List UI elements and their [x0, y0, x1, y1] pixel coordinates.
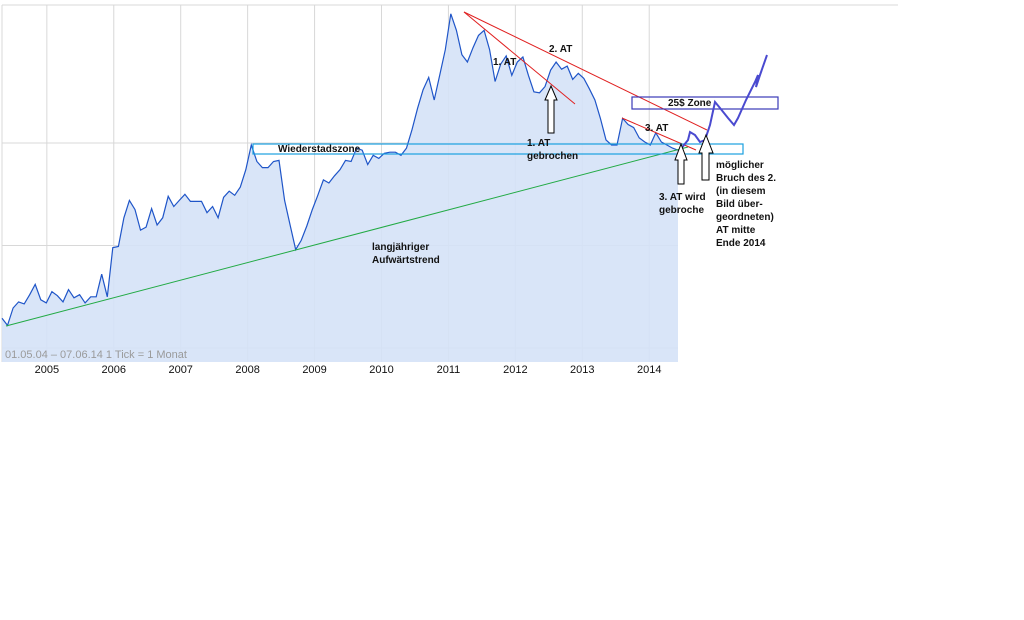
- x-tick-label: 2009: [302, 364, 326, 376]
- price-area: [2, 13, 678, 363]
- up-arrow-icon: [698, 133, 714, 181]
- label-at3: 3. AT: [645, 123, 668, 134]
- label-resistance-zone: Wiederstadszone: [278, 144, 361, 155]
- price-line: [1, 13, 679, 327]
- resistance-zone-box: [252, 143, 744, 155]
- possible-break-line: Bild über-: [716, 199, 763, 210]
- x-tick-label: 2013: [570, 364, 594, 376]
- label-at3-breaking-2: gebroche: [659, 205, 704, 216]
- label-at2: 2. AT: [549, 44, 572, 55]
- x-tick-label: 2014: [637, 364, 661, 376]
- downtrend-line-2: [463, 11, 708, 131]
- up-arrow-icon: [674, 142, 688, 185]
- label-at3-breaking-1: 3. AT wird: [659, 192, 706, 203]
- x-tick-label: 2011: [437, 364, 461, 376]
- x-tick-label: 2008: [235, 364, 259, 376]
- downtrend-line-1: [463, 11, 576, 105]
- zone-25-box: [631, 96, 779, 110]
- footer-range: 01.05.04 – 07.06.14 1 Tick = 1 Monat: [5, 349, 187, 361]
- possible-break-line: möglicher: [716, 160, 764, 171]
- arrows: [544, 84, 714, 185]
- projection-line: [679, 54, 768, 151]
- label-at1: 1. AT: [493, 57, 516, 68]
- possible-break-line: AT mitte: [716, 225, 756, 236]
- x-tick-label: 2006: [102, 364, 126, 376]
- possible-break-line: Bruch des 2.: [716, 173, 776, 184]
- x-tick-label: 2007: [168, 364, 192, 376]
- long-term-trendline: [5, 146, 689, 327]
- label-possible-break: möglicher Bruch des 2. (in diesem Bild ü…: [716, 160, 776, 249]
- label-zone-25: 25$ Zone: [668, 98, 712, 109]
- up-arrow-icon: [544, 84, 558, 134]
- label-long-trend-2: Aufwärtstrend: [372, 255, 440, 266]
- x-tick-label: 2005: [35, 364, 59, 376]
- possible-break-line: geordneten): [716, 212, 774, 223]
- label-long-trend-1: langjähriger: [372, 242, 429, 253]
- possible-break-line: (in diesem: [716, 186, 766, 197]
- possible-break-line: Ende 2014: [716, 238, 766, 249]
- label-at1-broken-1: 1. AT: [527, 138, 550, 149]
- x-tick-label: 2012: [503, 364, 527, 376]
- label-at1-broken-2: gebrochen: [527, 151, 578, 162]
- x-tick-label: 2010: [369, 364, 393, 376]
- x-axis: 2005 2006 2007 2008 2009 2010 2011 2012 2013 2014: [35, 364, 662, 376]
